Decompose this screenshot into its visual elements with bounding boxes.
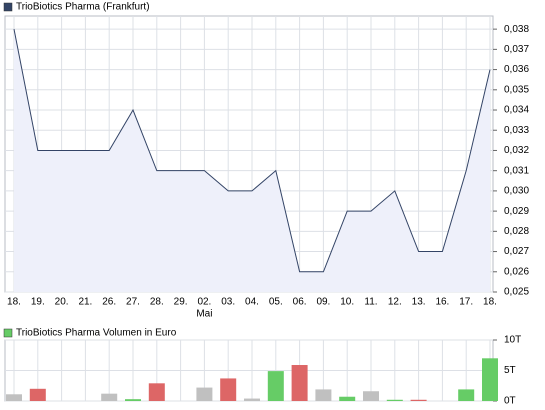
y-tick-label: 0,029: [504, 206, 529, 217]
x-tick-label: 19.: [31, 297, 45, 308]
y-tick-label: 0,032: [504, 145, 529, 156]
bar: [6, 394, 22, 401]
y-tick-label: 0,037: [504, 44, 529, 55]
y-tick-label: 0,026: [504, 266, 529, 277]
bar: [410, 399, 427, 401]
x-tick-label: 11.: [364, 297, 377, 308]
line: [13, 29, 491, 273]
y-tick-label: 0,030: [504, 186, 529, 197]
legend-swatch: [3, 2, 13, 12]
bar: [101, 393, 118, 401]
bar: [148, 383, 165, 401]
y-tick-label: 0,033: [504, 125, 529, 136]
bar: [267, 371, 284, 401]
bar: [220, 378, 237, 401]
legend-label: TrioBiotics Pharma Volumen in Euro: [16, 328, 177, 339]
y-tick-label: 10T: [504, 335, 521, 346]
x-tick-label: 02.: [197, 297, 211, 308]
y-tick-label: 0,027: [504, 246, 529, 257]
bar: [339, 396, 356, 401]
bar: [458, 389, 475, 401]
bar: [29, 388, 46, 401]
x-tick-label: 09.: [316, 297, 330, 308]
bar: [125, 399, 141, 401]
x-tick-label: 13.: [412, 297, 426, 308]
y-tick-label: 0,034: [504, 105, 529, 116]
y-tick-label: 0,025: [504, 287, 529, 298]
x-tick-label: 29.: [174, 297, 188, 308]
area: [14, 29, 490, 293]
x-tick-label: 20.: [55, 297, 69, 308]
legend-label: TrioBiotics Pharma (Frankfurt): [16, 2, 150, 13]
x-tick-label: 21.: [78, 297, 92, 308]
legend-swatch: [3, 328, 13, 338]
x-tick-label: 18.: [7, 297, 21, 308]
bar: [315, 389, 332, 401]
bar: [196, 387, 213, 401]
x-tick-label: 05.: [269, 297, 283, 308]
x-tick-label: 28.: [150, 297, 164, 308]
y-tick-label: 5T: [504, 365, 516, 376]
x-tick-label: 26.: [102, 297, 116, 308]
y-tick-label: 0,035: [504, 84, 529, 95]
bar: [482, 358, 498, 401]
y-tick-label: 0,038: [504, 24, 529, 35]
x-tick-label: 16.: [435, 297, 449, 308]
y-tick-label: 0,036: [504, 64, 529, 75]
x-tick-label: 03.: [221, 297, 235, 308]
y-tick-label: 0,028: [504, 226, 529, 237]
bar: [386, 399, 403, 401]
bar: [244, 398, 260, 401]
bar: [363, 391, 379, 401]
y-tick-label: 0,031: [504, 165, 529, 176]
x-tick-label: 18.: [483, 297, 497, 308]
x-tick-label: 04.: [245, 297, 259, 308]
y-tick-label: 0T: [504, 396, 516, 407]
x-tick-label: 17.: [459, 297, 473, 308]
x-tick-label: 12.: [388, 297, 402, 308]
x-tick-label: 10.: [340, 297, 354, 308]
month-label: Mai: [196, 309, 212, 320]
x-tick-label: 27.: [126, 297, 140, 308]
bar: [291, 365, 308, 401]
x-tick-label: 06.: [293, 297, 307, 308]
